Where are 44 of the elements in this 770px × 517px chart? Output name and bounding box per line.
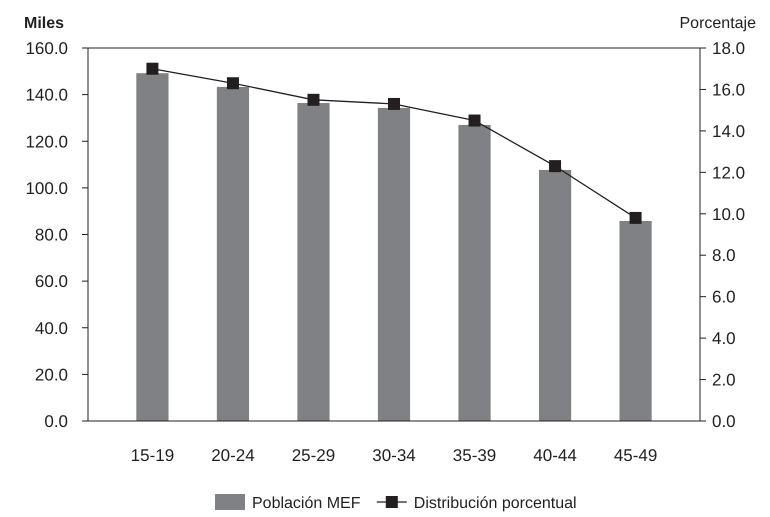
y-tick-label: 0.0 [44,412,68,431]
y2-tick-label: 0.0 [712,412,736,431]
x-tick-label: 25-29 [292,446,336,465]
legend-label: Distribución porcentual [414,495,577,512]
y-tick-label: 40.0 [34,318,68,338]
point [630,212,642,224]
bar [136,73,169,421]
x-tick-label: 30-34 [372,446,416,465]
y-tick-label: 160.0 [25,39,68,58]
point [388,98,400,110]
bar [458,124,491,421]
point [549,160,562,172]
x-tick-label: 35-39 [452,446,496,465]
bar [619,220,652,421]
y2-tick-label: 10.0 [712,204,746,224]
y-tick-label: 80.0 [34,226,68,244]
x-tick-label: 40-44 [533,446,577,465]
y2-tick-label: 18.0 [712,39,746,58]
legend-label: Población MEF [252,495,361,512]
bar [538,170,572,421]
x-tick-label: 45-49 [614,446,658,465]
y-tick-label: 60.0 [34,272,68,292]
y2-tick-label: 12.0 [712,163,746,182]
point [226,77,239,90]
x-tick-label: 15-19 [130,446,174,465]
y2-tick-label: 2.0 [712,370,736,390]
y2-tick-label: 16.0 [712,80,746,100]
y2-axis-title: Porcentaje [680,15,756,32]
y-tick-label: 20.0 [34,365,68,384]
point [468,114,481,127]
y-tick-label: 100.0 [25,178,68,198]
y-axis-title: Miles [24,15,64,32]
y-tick-label: 120.0 [25,132,68,152]
y2-tick-label: 8.0 [712,246,736,266]
y2-tick-label: 4.0 [712,329,736,348]
point [307,94,320,106]
y-tick-label: 140.0 [25,86,68,105]
y2-tick-label: 6.0 [712,288,736,307]
bar [297,103,330,421]
y2-tick-label: 14.0 [712,122,746,141]
bar [216,86,250,421]
point [146,62,158,75]
x-tick-label: 20-24 [211,446,255,465]
bar [378,108,410,421]
